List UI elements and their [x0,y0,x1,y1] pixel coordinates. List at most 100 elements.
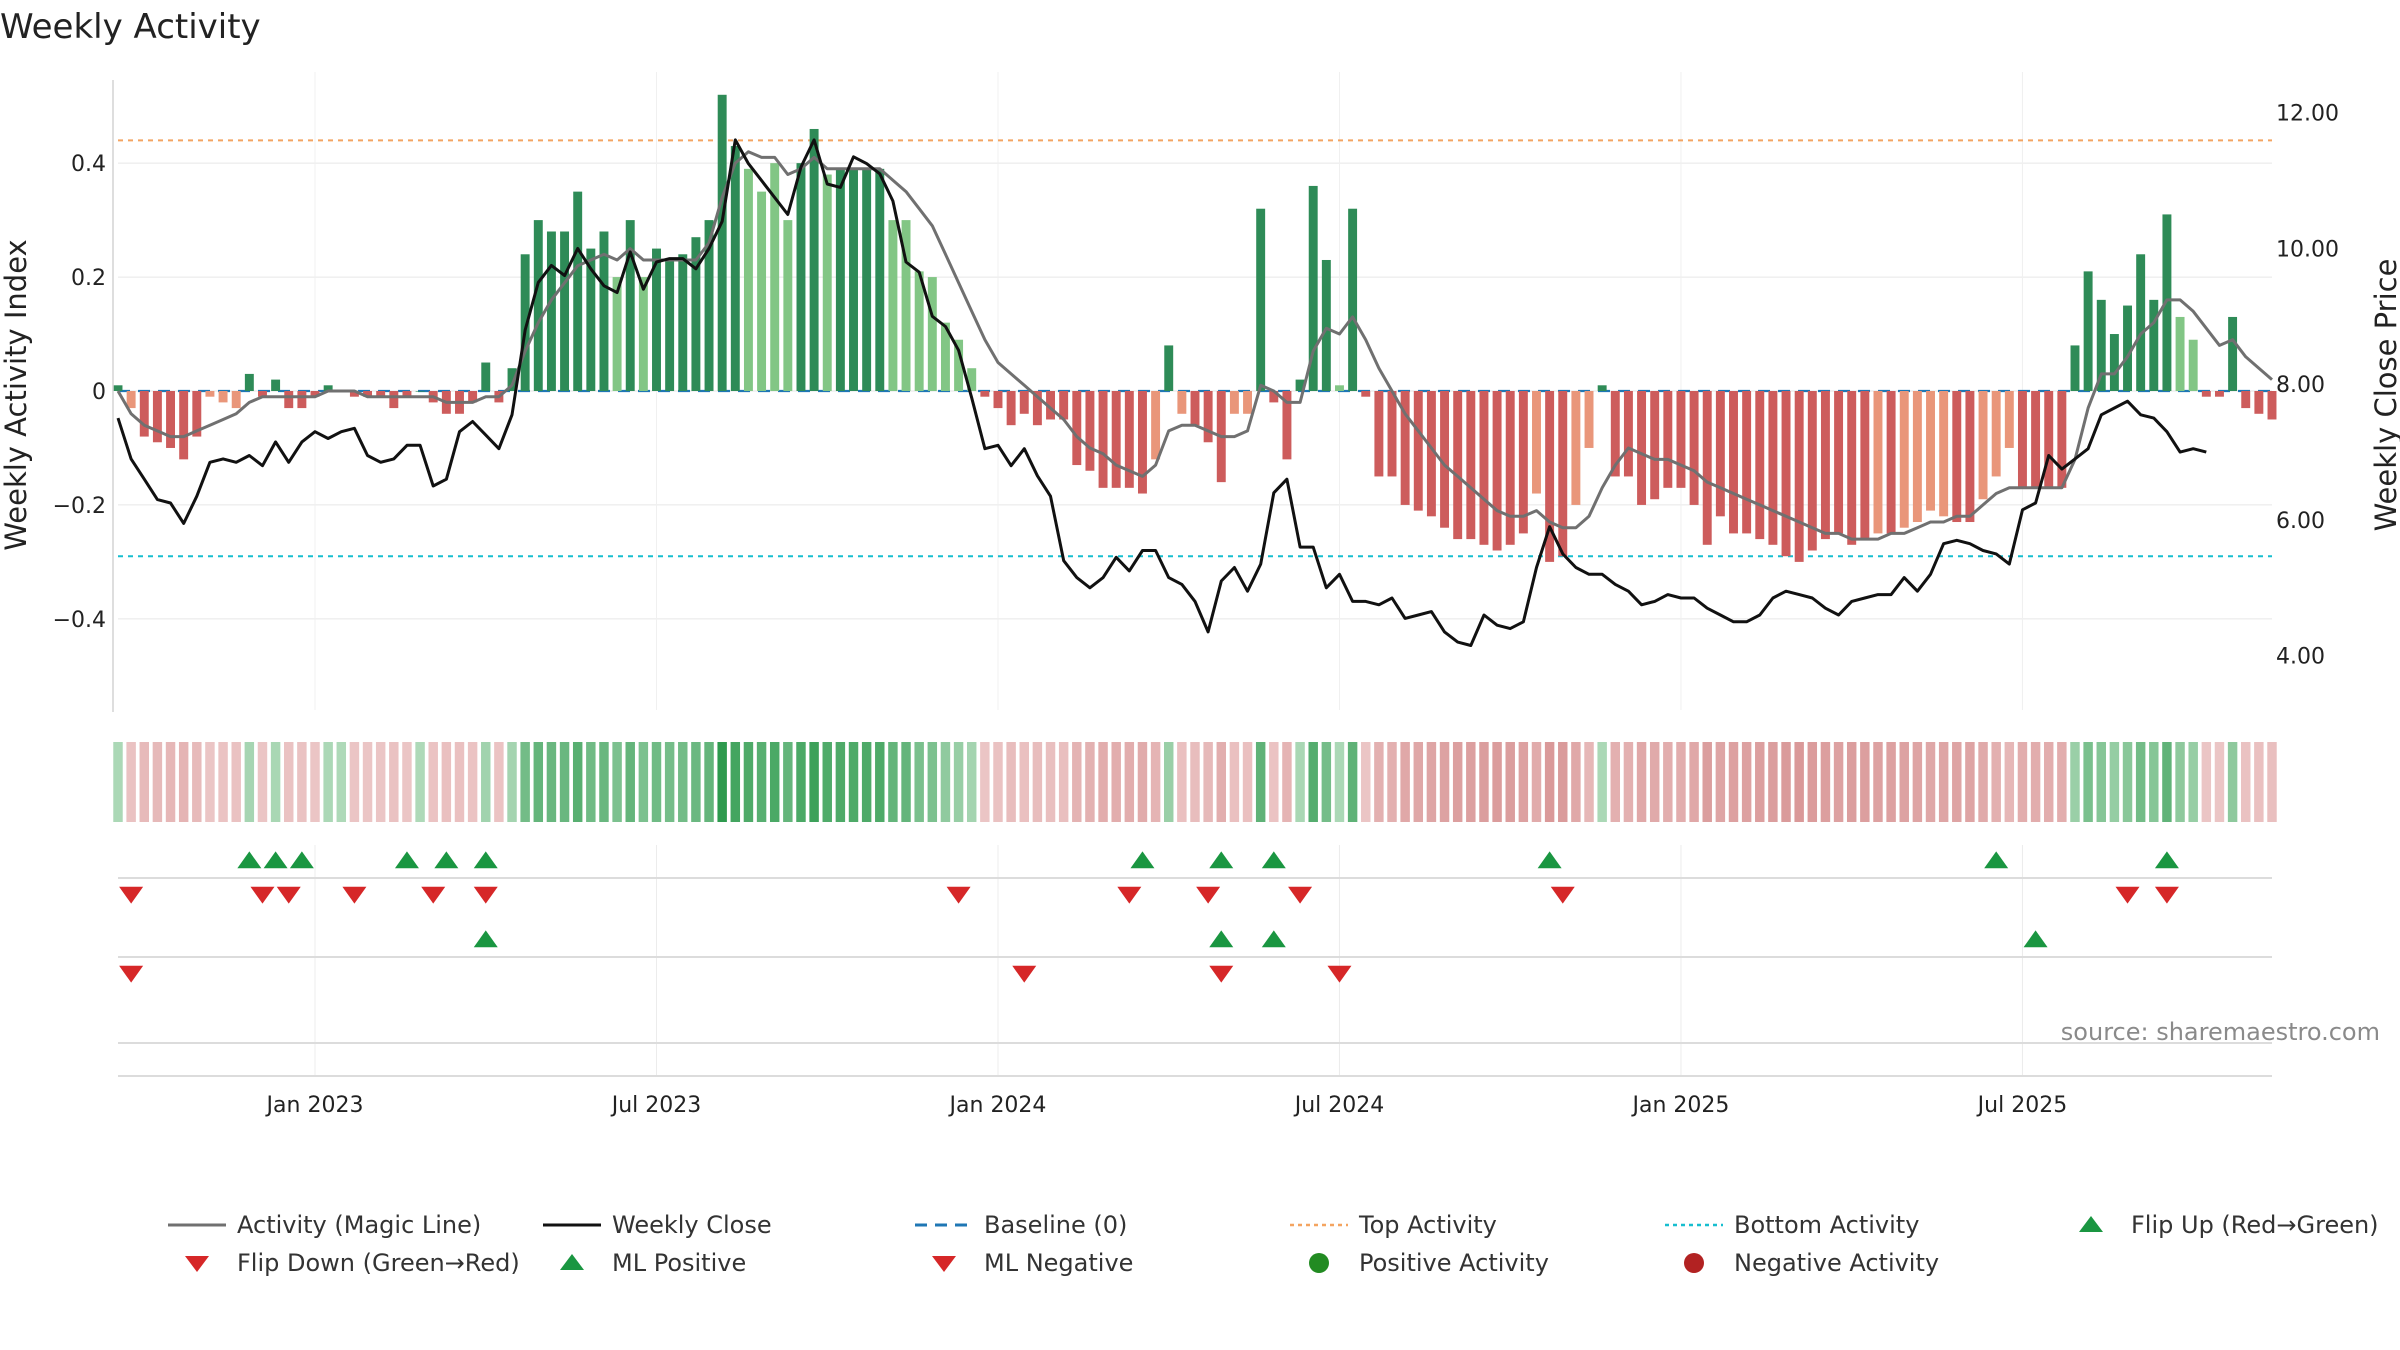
heat-strip-cell [1242,742,1253,822]
heat-strip-cell [1781,742,1791,822]
heat-strip-cell [2162,742,2172,822]
legend-label: Weekly Close [612,1211,772,1239]
heat-strip-cell [1111,742,1121,822]
activity-bar [415,391,425,392]
activity-bar [1584,391,1594,448]
heat-strip-cell [2188,742,2198,822]
heat-strip-cell [139,742,149,822]
activity-bar [1637,391,1647,505]
heat-strip-cell [2109,742,2120,822]
legend-label: Activity (Magic Line) [237,1211,481,1239]
heat-strip-cell [717,742,727,822]
flip-up-marker [1984,851,2009,869]
heat-strip-cell [1597,742,1607,822]
heat-strip-cell [205,742,215,822]
legend-label: Flip Up (Red→Green) [2131,1211,2379,1239]
flip-up-marker [263,851,288,869]
heat-strip-cell [1466,742,1476,822]
heat-strip-cell [1032,742,1043,822]
heat-strip-cell [1505,742,1515,822]
flip-up-marker [1261,851,1286,869]
activity-bar [1952,391,1962,523]
activity-bar [1991,391,2001,477]
activity-bar [1702,391,1712,545]
heat-strip-cell [914,742,924,822]
activity-bar [481,362,491,391]
activity-bar [310,391,320,397]
heat-strip-cell [2057,742,2067,822]
heat-strip-cell [297,742,307,822]
heat-strip-cell [1820,742,1831,822]
heat-strip-cell [1873,742,1883,822]
activity-bar [2214,391,2224,397]
heat-strip-cell [362,742,373,822]
heat-strip-cell [1413,742,1424,822]
activity-bar [179,391,189,460]
heat-strip-cell [1124,742,1135,822]
heat-strip-cell [1058,742,1069,822]
activity-bar [704,220,714,391]
heat-strip-cell [888,742,898,822]
heat-strip-cell [1636,742,1647,822]
legend: Activity (Magic Line) Weekly Close Baselin… [168,1211,2379,1277]
activity-bar [2241,391,2251,409]
activity-bar [625,220,635,391]
heat-strip-cell [572,742,583,822]
activity-bar [2188,339,2198,391]
activity-bar [927,277,937,391]
heat-strip-cell [783,742,793,822]
heat-strip-cell [1571,742,1581,822]
heat-strip-cell [113,742,123,822]
activity-bar [1663,391,1673,488]
legend-label: Bottom Activity [1734,1211,1919,1239]
heat-strip-cell [1492,742,1502,822]
flip-up-marker [1130,851,1155,869]
heat-strip-cell [415,742,425,822]
activity-bar [652,248,661,391]
heat-strip-cell [1216,742,1226,822]
activity-bar [914,271,924,391]
heat-strip-cell [586,742,596,822]
activity-bar [2044,391,2054,488]
activity-bar [1689,391,1699,505]
activity-bar [2228,316,2238,391]
heat-strip-cell [809,742,819,822]
flip-down-marker [1550,886,1575,904]
activity-bar [1729,391,1738,534]
activity-bar [1873,391,1883,534]
legend-item: Positive Activity [1309,1249,1549,1277]
activity-bar [1768,391,1778,545]
heat-strip-cell [1623,742,1634,822]
heat-strip-cell [1150,742,1161,822]
activity-bar [1032,391,1042,426]
activity-bar [258,391,267,397]
activity-bar [1558,391,1568,557]
ml-positive-marker [2023,930,2048,948]
activity-bar [730,146,740,391]
activity-bar [599,231,609,391]
heat-strip-cell [178,742,189,822]
activity-bar [1623,391,1633,477]
heat-strip-cell [1308,742,1318,822]
legend-item: Baseline (0) [915,1211,1127,1239]
activity-bar [1807,391,1817,551]
activity-bar [1374,391,1384,477]
activity-bar [2175,316,2185,391]
heat-strip-cell [2096,742,2106,822]
activity-bar [1308,185,1318,391]
heat-strip-cell [1702,742,1712,822]
heat-strip-cell [664,742,675,822]
heat-strip-cell [625,742,635,822]
heat-strip-cell [1952,742,1962,822]
activity-bar [1046,391,1055,420]
activity-bar [152,391,162,443]
activity-bar [2201,391,2211,397]
heat-strip-cell [730,742,741,822]
right-tick-label: 6.00 [2276,509,2325,534]
series-lines [116,138,2273,647]
activity-bar [954,339,964,391]
activity-bar [1059,391,1069,420]
activity-bar [205,391,215,397]
ml-positive-marker [473,930,498,948]
heat-strip-cell [165,742,176,822]
